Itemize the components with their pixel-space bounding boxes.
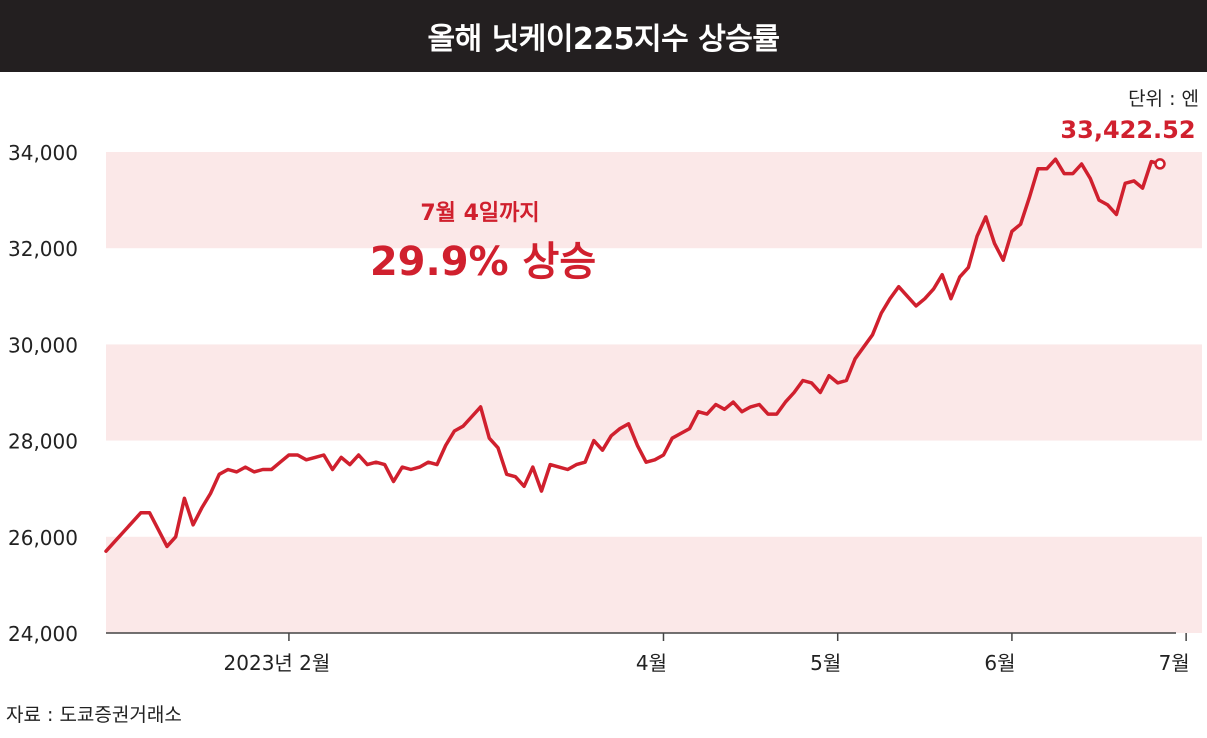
series-line (104, 157, 1162, 553)
annotation-rise: 29.9% 상승 (370, 239, 596, 285)
x-tick-label: 7월 (1159, 651, 1190, 675)
source-label: 자료 : 도쿄증권거래소 (6, 704, 182, 726)
band-4 (106, 152, 1202, 249)
chart-title: 올해 닛케이225지수 상승률 (427, 22, 780, 57)
band-2 (106, 344, 1202, 441)
annotation-date: 7월 4일까지 (420, 201, 539, 226)
y-tick-label: 32,000 (8, 237, 78, 261)
unit-label: 단위 : 엔 (1128, 88, 1199, 110)
x-tick-label: 6월 (984, 651, 1015, 675)
y-tick-label: 28,000 (8, 430, 78, 454)
series-layer (104, 157, 1166, 553)
background-bands (106, 152, 1202, 633)
last-point-marker (1154, 158, 1166, 170)
y-tick-label: 26,000 (8, 526, 78, 550)
y-tick-label: 24,000 (8, 622, 78, 646)
y-tick-label: 30,000 (8, 333, 78, 357)
y-axis-ticks: 24,000 26,000 28,000 30,000 32,000 34,000 (8, 141, 78, 646)
last-value-label: 33,422.52 (1060, 116, 1195, 144)
y-tick-label: 34,000 (8, 141, 78, 165)
x-tick-label: 5월 (810, 651, 841, 675)
title-bar: 올해 닛케이225지수 상승률 (0, 0, 1207, 72)
band-0 (106, 536, 1202, 633)
x-tick-label: 4월 (636, 651, 667, 675)
x-tick-label: 2023년 2월 (224, 651, 331, 675)
x-axis-ticks: 2023년 2월 4월 5월 6월 7월 (224, 633, 1190, 675)
